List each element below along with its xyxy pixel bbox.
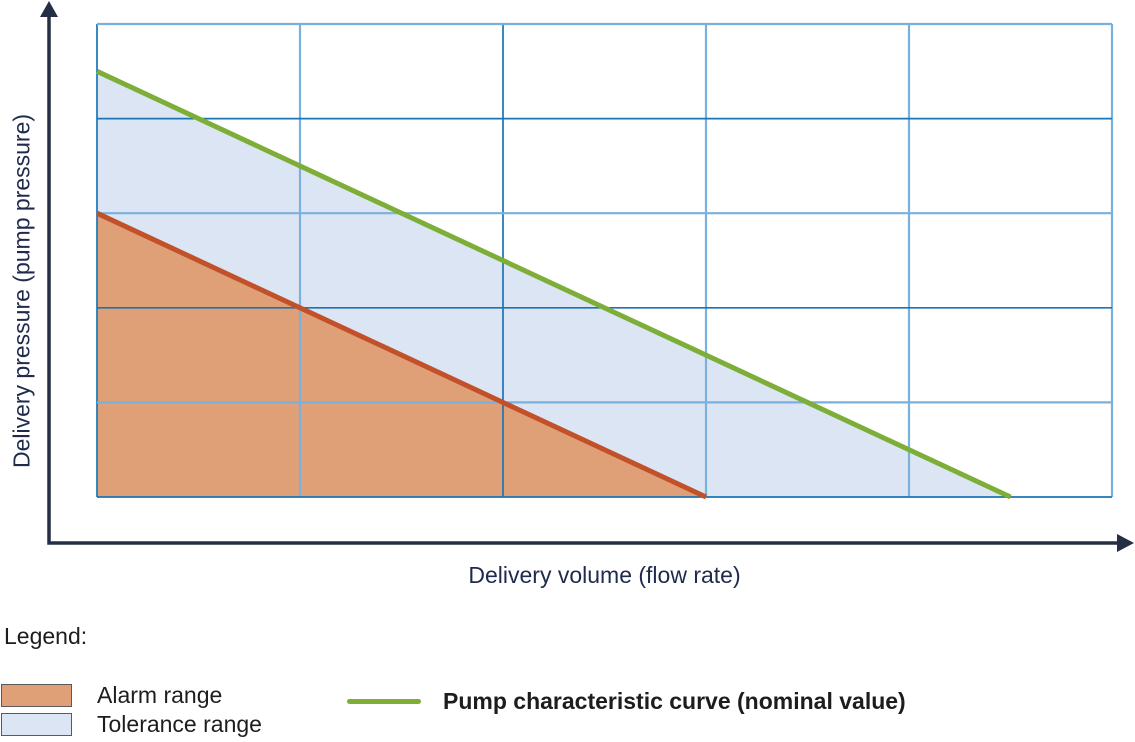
x-axis-arrowhead-icon: [1117, 534, 1134, 552]
axis-lines: [47, 14, 1119, 545]
tolerance-range-swatch: [1, 713, 72, 736]
series-nominal-curve: [95, 69, 1012, 500]
alarm-range-swatch: [1, 684, 72, 707]
y-axis-label: Delivery pressure (pump pressure): [8, 113, 35, 469]
chart-series: [95, 69, 1012, 500]
chart-canvas: [40, 1, 1134, 552]
nominal-curve-line-sample: [347, 699, 421, 704]
nominal-curve-label: Pump characteristic curve (nominal value…: [443, 688, 906, 714]
axes: [40, 1, 1134, 552]
chart-grid: [96, 22, 1114, 498]
y-axis-arrowhead-icon: [40, 1, 58, 17]
tolerance-range-label: Tolerance range: [97, 711, 262, 737]
alarm-range-label: Alarm range: [97, 682, 223, 708]
legend-heading: Legend:: [4, 623, 88, 649]
x-axis-label: Delivery volume (flow rate): [468, 562, 741, 588]
series-alarm-boundary: [95, 210, 708, 500]
